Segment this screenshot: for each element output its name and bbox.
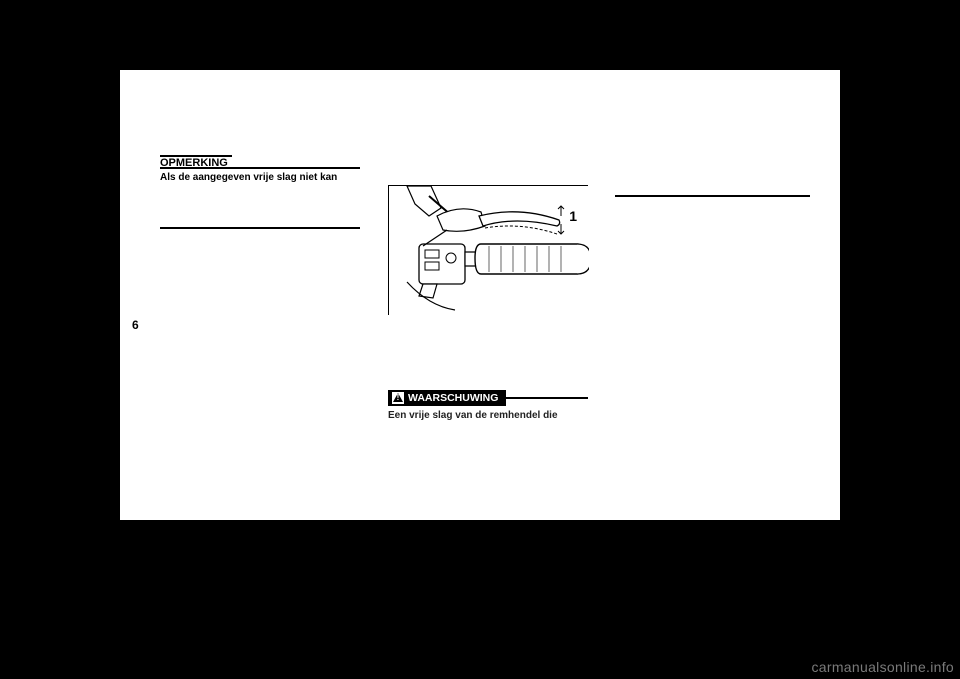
manual-page: 6 OPMERKING Als de aangegeven vrije slag… [120,70,840,520]
warning-triangle-icon [392,392,404,404]
warning-badge: WAARSCHUWING [388,390,506,406]
warning-label: WAARSCHUWING [408,392,498,404]
side-page-index: 6 [132,318,139,332]
column-3 [615,155,810,197]
note-first-line: Als de aangegeven vrije slag niet kan [160,171,360,185]
warning-heading-row: WAARSCHUWING [388,390,588,406]
column-2: 1 WAARSCHUWING Een vrije slag van de rem… [388,155,588,422]
watermark: carmanualsonline.info [812,659,955,675]
warning-first-line: Een vrije slag van de remhendel die [388,409,588,422]
note-label: OPMERKING [160,155,232,169]
column-1: OPMERKING Als de aangegeven vrije slag n… [160,155,360,229]
brake-lever-figure: 1 [388,185,588,315]
warning-rule [506,397,588,399]
figure-callout-1: 1 [569,208,577,224]
column-1-bottom-rule [160,227,360,229]
brake-lever-illustration [389,186,589,316]
column-3-rule [615,195,810,197]
